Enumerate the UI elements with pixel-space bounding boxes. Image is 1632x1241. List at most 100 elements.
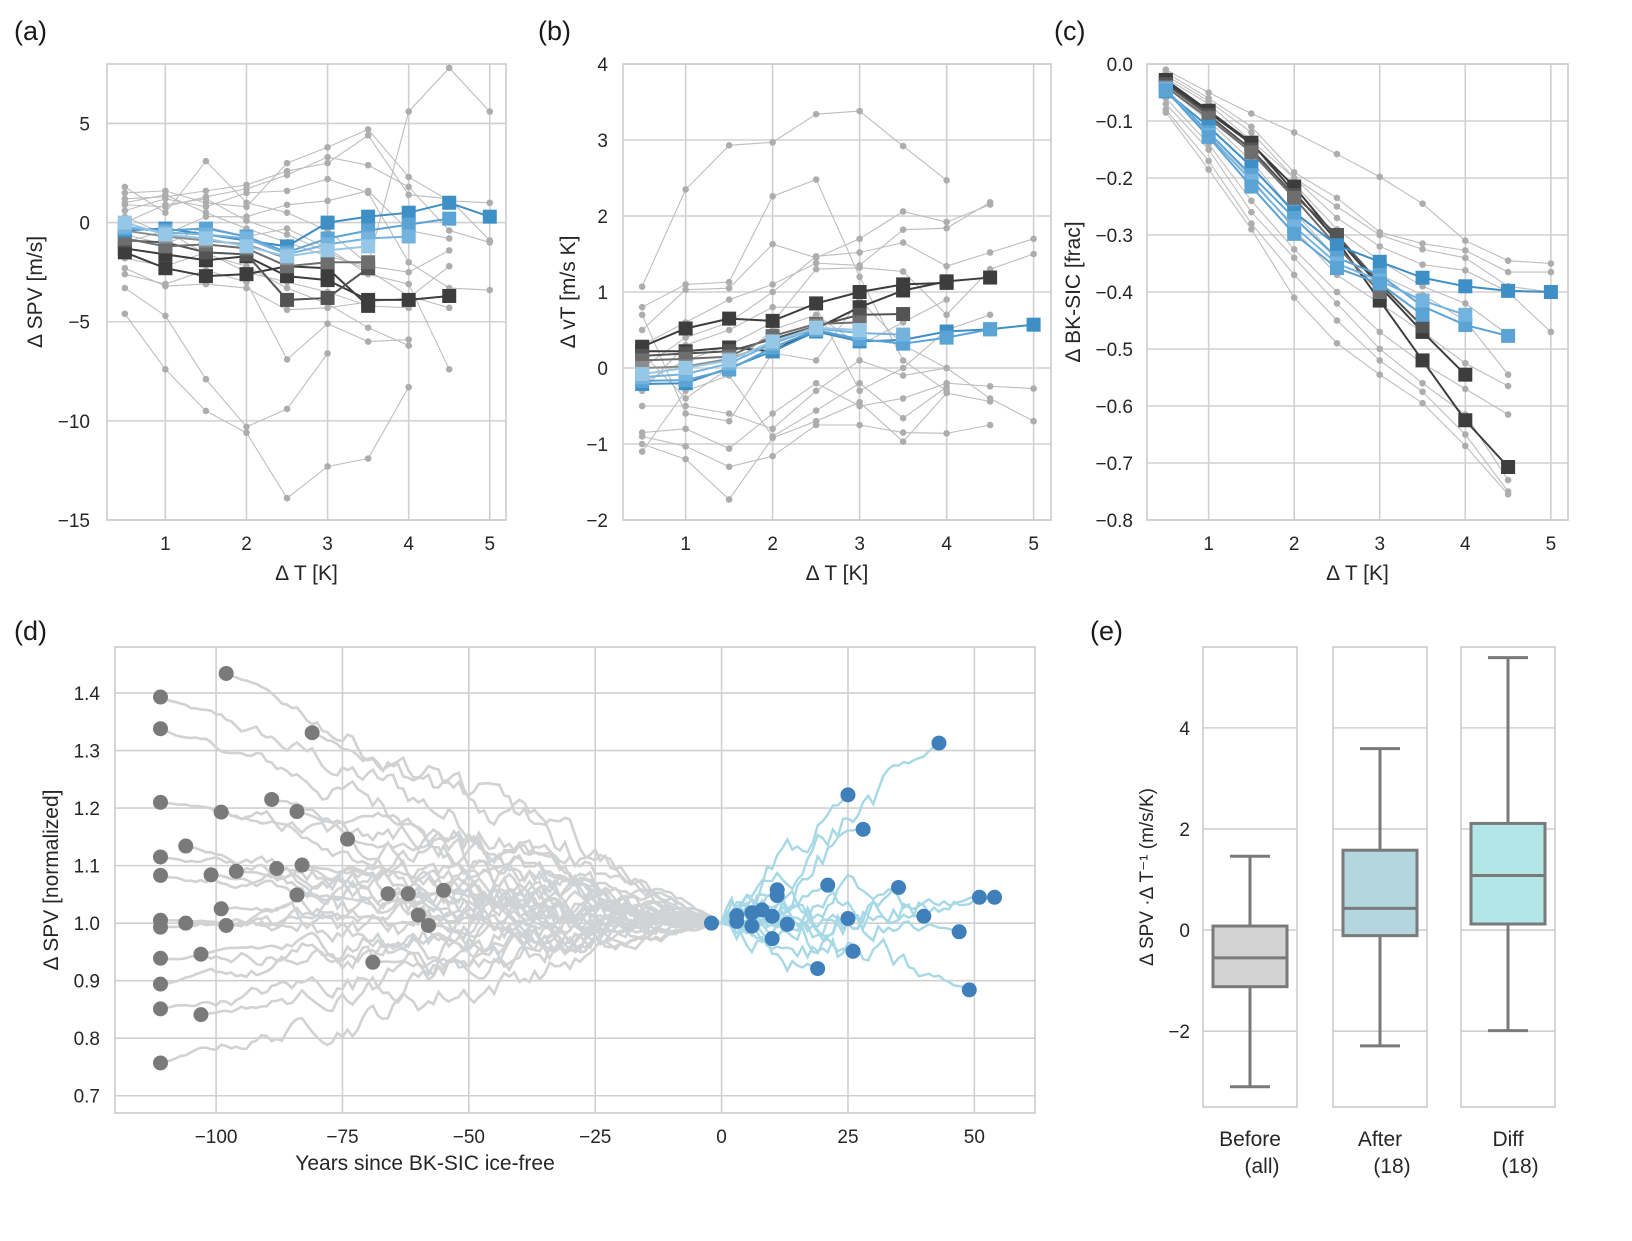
mean-line-blue-4 (641, 326, 860, 376)
mean-marker-dark-3 (320, 290, 335, 305)
iqr-box (1341, 848, 1419, 938)
panel-label-b: (b) (538, 16, 571, 46)
x-tick-label: 4 (1460, 534, 1471, 555)
before-start-point (193, 946, 209, 962)
member-point (943, 311, 950, 319)
y-tick-label: 1 (597, 283, 608, 304)
member-point (324, 350, 331, 357)
member-point (899, 429, 907, 436)
member-point (1333, 288, 1341, 296)
member-point (1290, 169, 1298, 176)
after-trajectory (720, 742, 940, 924)
member-point (899, 372, 907, 379)
member-point (405, 342, 412, 349)
plot-frame (114, 646, 1036, 1114)
member-point (283, 171, 291, 179)
member-point (682, 425, 689, 433)
before-start-point (218, 665, 234, 681)
member-point (682, 286, 689, 294)
after-end-point (931, 735, 947, 751)
member-point (856, 357, 863, 364)
mean-marker-dark-1 (983, 270, 998, 285)
member-point (682, 395, 689, 402)
before-start-point (294, 857, 310, 873)
member-point (943, 218, 950, 226)
before-start-point (178, 915, 194, 931)
before-start-point (410, 907, 426, 923)
member-point (1547, 268, 1555, 276)
y-tick-label: 1.1 (74, 857, 100, 878)
member-line (641, 178, 947, 392)
member-point (1462, 431, 1469, 438)
member-point (682, 281, 689, 288)
category-count-label: (all) (1245, 1155, 1280, 1178)
mean-line-dark-2 (641, 281, 947, 348)
member-point (162, 209, 169, 216)
before-start-point (213, 901, 229, 917)
mean-marker-dark-1 (442, 288, 457, 303)
after-end-point (779, 916, 795, 932)
after-end-point (845, 943, 861, 959)
member-point (899, 414, 907, 422)
member-point (943, 224, 950, 232)
member-point (1376, 231, 1384, 239)
after-end-point (810, 961, 826, 977)
member-point (986, 199, 994, 206)
member-point (856, 249, 863, 256)
mean-marker-mid-1 (1287, 190, 1302, 205)
member-point (1504, 491, 1512, 498)
member-point (812, 311, 820, 319)
after-end-point (891, 879, 907, 895)
panel-label-c: (c) (1054, 16, 1085, 46)
member-point (725, 463, 733, 471)
x-tick-label: 5 (484, 534, 495, 555)
member-point (638, 326, 646, 334)
after-end-point (764, 908, 780, 924)
member-point (121, 207, 129, 215)
member-point (243, 429, 250, 437)
member-point (725, 326, 733, 334)
mean-marker-dark-3 (896, 307, 911, 322)
y-tick-label: −10 (58, 412, 90, 433)
member-point (1462, 359, 1469, 367)
member-point (769, 425, 776, 433)
member-point (405, 383, 412, 391)
before-trajectory (311, 731, 723, 925)
member-line (642, 424, 991, 468)
member-point (943, 296, 950, 303)
mean-marker-dark-2 (678, 321, 693, 336)
member-point (986, 421, 994, 429)
member-point (283, 225, 291, 232)
member-point (856, 421, 863, 429)
mean-line-blue-2 (1165, 88, 1509, 337)
member-point (682, 402, 689, 410)
after-end-point (744, 918, 760, 934)
category-label: After (1358, 1128, 1402, 1151)
panel-label-e: (e) (1090, 616, 1123, 646)
member-point (638, 311, 646, 319)
member-point (1376, 371, 1384, 378)
mean-marker-blue-4 (852, 323, 867, 337)
before-start-point (400, 886, 416, 902)
member-point (324, 159, 331, 167)
member-point (856, 379, 863, 387)
mean-marker-dark-1 (320, 273, 335, 288)
mean-marker-dark-1 (1415, 353, 1430, 368)
x-tick-label: 2 (241, 534, 252, 555)
member-line (641, 298, 947, 422)
mean-marker-dark-1 (401, 292, 416, 307)
after-trajectory (721, 906, 960, 943)
member-point (769, 192, 776, 200)
mean-marker-blue-1 (442, 195, 457, 210)
mean-marker-blue-4 (1415, 307, 1430, 322)
member-point (364, 132, 372, 139)
member-point (769, 288, 776, 296)
member-point (1290, 245, 1298, 253)
box-frame (1332, 646, 1428, 1108)
box-frame (1460, 646, 1556, 1108)
mean-marker-blue-2 (939, 330, 954, 345)
member-point (856, 107, 863, 115)
mean-marker-dark-2 (939, 275, 954, 290)
before-start-point (269, 860, 285, 876)
member-point (1248, 123, 1255, 130)
